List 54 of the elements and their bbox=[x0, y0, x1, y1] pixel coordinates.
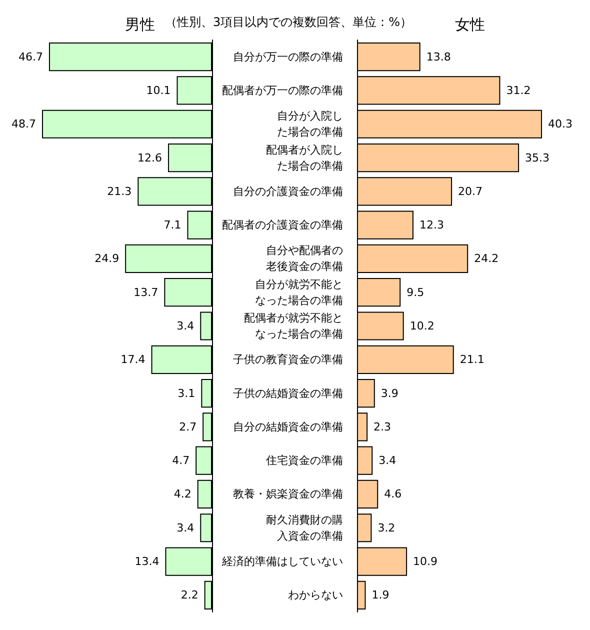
y-tick-label: 自分が万一の際の準備 bbox=[233, 50, 343, 64]
data-label: 31.2 bbox=[506, 84, 531, 97]
data-label: 3.1 bbox=[178, 386, 196, 400]
data-label: 40.3 bbox=[548, 118, 572, 131]
y-tick-label: 住宅資金の準備 bbox=[266, 454, 343, 468]
data-label: 4.2 bbox=[174, 488, 192, 501]
data-label: 4.6 bbox=[384, 488, 402, 501]
data-label: 21.1 bbox=[460, 353, 484, 366]
data-label: 12.3 bbox=[419, 218, 444, 232]
y-tick-label: 子供の結婚資金の準備 bbox=[233, 386, 343, 400]
data-label: 17.4 bbox=[120, 353, 146, 366]
y-tick-label: 耐久消費財の購入資金の準備 bbox=[266, 513, 343, 542]
data-label: 2.2 bbox=[180, 588, 198, 602]
data-label: 3.2 bbox=[378, 521, 396, 534]
data-label: 3.4 bbox=[176, 521, 194, 534]
data-label: 48.7 bbox=[12, 118, 36, 131]
data-label: 21.3 bbox=[107, 184, 132, 198]
y-tick-label: 自分の結婚資金の準備 bbox=[233, 420, 343, 434]
y-tick-label: 自分が入院した場合の準備 bbox=[277, 110, 343, 139]
data-label: 7.1 bbox=[164, 218, 182, 232]
data-label: 46.7 bbox=[18, 50, 43, 64]
data-label: 35.3 bbox=[525, 151, 550, 164]
y-tick-label: 自分が就労不能となった場合の準備 bbox=[255, 278, 343, 307]
y-tick-label: 自分の介護資金の準備 bbox=[233, 184, 343, 198]
y-tick-label: 自分や配偶者の老後資金の準備 bbox=[266, 244, 343, 274]
data-label: 4.7 bbox=[172, 454, 190, 468]
data-label: 13.4 bbox=[134, 555, 160, 568]
data-label: 3.4 bbox=[176, 320, 194, 332]
y-tick-label: わからない bbox=[288, 588, 343, 602]
y-tick-label: 教養・娯楽資金の準備 bbox=[233, 488, 343, 501]
y-tick-label: 配偶者の介護資金の準備 bbox=[222, 218, 343, 232]
data-label: 10.9 bbox=[413, 555, 438, 568]
data-label: 13.8 bbox=[426, 50, 451, 64]
data-label: 2.3 bbox=[374, 420, 392, 434]
data-label: 20.7 bbox=[458, 184, 483, 198]
data-label: 2.7 bbox=[179, 420, 197, 434]
data-label: 3.9 bbox=[380, 386, 398, 400]
chart-title: 女性 bbox=[455, 16, 485, 34]
y-tick-label: 配偶者が万一の際の準備 bbox=[222, 84, 343, 97]
y-tick-label: 子供の教育資金の準備 bbox=[233, 353, 343, 366]
data-label: 10.2 bbox=[410, 320, 434, 332]
data-label: 13.7 bbox=[134, 286, 158, 299]
data-label: 1.9 bbox=[372, 588, 390, 602]
data-label: 24.9 bbox=[94, 252, 120, 266]
y-tick-label: 配偶者が就労不能となった場合の準備 bbox=[244, 312, 343, 340]
text: （性別、3項目以内での複数回答、単位：%） bbox=[165, 14, 412, 31]
data-label: 24.2 bbox=[474, 252, 499, 266]
data-label: 3.4 bbox=[378, 454, 396, 468]
data-label: 10.1 bbox=[146, 84, 171, 97]
y-tick-label: 配偶者が入院した場合の準備 bbox=[266, 143, 343, 172]
data-label: 12.6 bbox=[138, 151, 162, 164]
chart-title: 男性 bbox=[125, 16, 155, 34]
data-label: 9.5 bbox=[406, 286, 424, 299]
y-tick-label: 経済的準備はしていない bbox=[221, 555, 343, 568]
